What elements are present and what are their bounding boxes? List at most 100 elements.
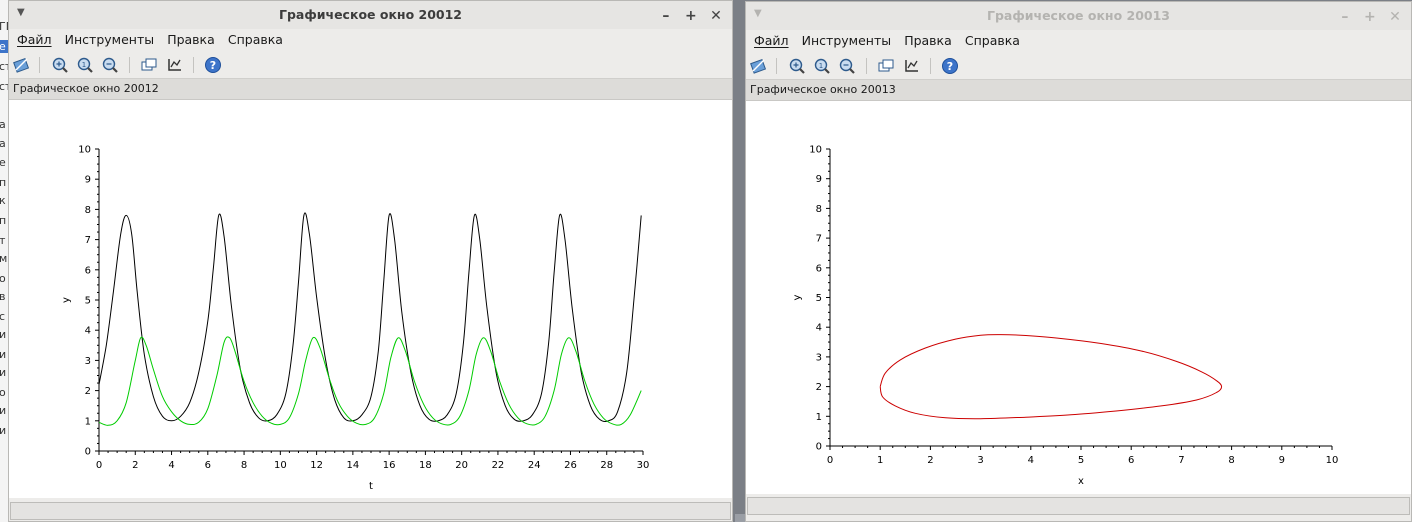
help-icon[interactable]: ?	[941, 57, 959, 75]
menu-tools[interactable]: Инструменты	[801, 33, 892, 48]
menu-file[interactable]: Файл	[17, 32, 52, 47]
figure-label: Графическое окно 20013	[750, 83, 896, 96]
x-tick-label: 2	[927, 455, 933, 466]
y-tick-label: 6	[85, 265, 91, 276]
title-bar[interactable]: ▼ Графическое окно 20013 – + ✕	[746, 2, 1411, 30]
x-tick-label: 0	[96, 460, 102, 471]
x-tick-label: 10	[274, 460, 287, 471]
y-tick-label: 7	[816, 234, 822, 245]
zoom-out-icon[interactable]	[101, 56, 119, 74]
graphic-window-20012: ▼ Графическое окно 20012 – + ✕ Файл Инст…	[8, 0, 733, 522]
y-tick-label: 3	[85, 356, 91, 367]
x-tick-label: 18	[419, 460, 432, 471]
datatip-icon[interactable]	[877, 57, 895, 75]
x-tick-label: 24	[528, 460, 541, 471]
y-tick-label: 5	[85, 296, 91, 307]
y-tick-label: 0	[816, 442, 822, 453]
series-line-1[interactable]	[98, 336, 642, 426]
help-icon[interactable]: ?	[204, 56, 222, 74]
series-line-0[interactable]	[98, 212, 642, 423]
x-tick-label: 14	[346, 460, 359, 471]
zoom-out-icon[interactable]	[838, 57, 856, 75]
x-tick-label: 6	[1128, 455, 1134, 466]
datatip-icon[interactable]	[140, 56, 158, 74]
axes-lines	[98, 149, 643, 452]
y-axis-label: y	[61, 297, 72, 303]
figure-label: Графическое окно 20012	[13, 82, 159, 95]
menu-edit[interactable]: Правка	[904, 33, 952, 48]
minimize-icon[interactable]: –	[1341, 9, 1349, 25]
menu-help[interactable]: Справка	[964, 33, 1020, 48]
minimize-icon[interactable]: –	[662, 8, 670, 24]
close-icon[interactable]: ✕	[1389, 9, 1401, 25]
x-tick-label: 16	[383, 460, 396, 471]
x-axis-label: t	[369, 481, 373, 492]
background-window-right	[1412, 0, 1422, 522]
x-tick-label: 26	[564, 460, 577, 471]
x-tick-label: 4	[168, 460, 174, 471]
y-tick-label: 8	[85, 205, 91, 216]
maximize-icon[interactable]: +	[1364, 9, 1376, 25]
y-tick-label: 7	[85, 235, 91, 246]
window-menu-arrow-icon[interactable]: ▼	[17, 7, 25, 18]
y-tick-label: 1	[816, 412, 822, 423]
x-tick-label: 12	[310, 460, 323, 471]
menu-file[interactable]: Файл	[754, 33, 789, 48]
status-bar	[747, 497, 1410, 515]
toolbar: 1 ?	[746, 53, 1411, 80]
x-tick-label: 3	[977, 455, 983, 466]
x-tick-label: 30	[637, 460, 650, 471]
plot-canvas[interactable]: 0 2 4 6 8 10 12 14 16 18 20 22 24 26 28 30 0 1 2 3 4 5 6 7 8 9 10 t…	[9, 100, 732, 498]
svg-text:?: ?	[947, 60, 953, 73]
x-tick-label: 9	[1279, 455, 1285, 466]
zoom-in-icon[interactable]	[51, 56, 69, 74]
figure-label-bar: Графическое окно 20012	[9, 79, 732, 100]
time-series-chart[interactable]: 0 2 4 6 8 10 12 14 16 18 20 22 24 26 28 30012345678910t…	[9, 100, 732, 498]
y-tick-label: 4	[816, 323, 822, 334]
status-bar	[10, 502, 731, 520]
figure-label-bar: Графическое окно 20013	[746, 80, 1411, 101]
window-title: Графическое окно 20013	[986, 8, 1170, 23]
y-tick-label: 5	[816, 293, 822, 304]
menu-edit[interactable]: Правка	[167, 32, 215, 47]
phase-portrait-chart[interactable]: 0 1 2 3 4 5 6 7 8 9 10 0 1 2 3 4 5 6 7 8 9 10 x y	[746, 101, 1411, 494]
maximize-icon[interactable]: +	[685, 8, 697, 24]
menu-help[interactable]: Справка	[227, 32, 283, 47]
x-tick-label: 5	[1078, 455, 1084, 466]
y-tick-label: 1	[85, 416, 91, 427]
window-menu-arrow-icon[interactable]: ▼	[754, 8, 762, 19]
menu-tools[interactable]: Инструменты	[64, 32, 155, 47]
zoom-original-icon[interactable]: 1	[76, 56, 94, 74]
menu-bar: Файл Инструменты Правка Справка	[746, 30, 1411, 52]
svg-text:1: 1	[82, 61, 86, 69]
plot-canvas[interactable]: 0 1 2 3 4 5 6 7 8 9 10 0 1 2 3 4 5 6 7 8 9 10 x y	[746, 101, 1411, 494]
x-tick-label: 22	[492, 460, 505, 471]
svg-text:1: 1	[819, 62, 823, 70]
y-tick-label: 0	[85, 447, 91, 458]
y-tick-label: 3	[816, 352, 822, 363]
series-line-0[interactable]	[879, 334, 1223, 420]
y-tick-label: 10	[78, 145, 91, 156]
x-tick-label: 6	[205, 460, 211, 471]
x-axis-label: x	[1078, 476, 1084, 487]
zoom-in-icon[interactable]	[788, 57, 806, 75]
x-tick-label: 8	[1228, 455, 1234, 466]
y-tick-label: 6	[816, 263, 822, 274]
title-bar[interactable]: ▼ Графическое окно 20012 – + ✕	[9, 1, 732, 29]
y-tick-label: 2	[85, 386, 91, 397]
x-tick-label: 10	[1326, 455, 1339, 466]
y-tick-label: 8	[816, 204, 822, 215]
rotate-icon[interactable]	[750, 57, 768, 75]
toolbar: 1 ?	[9, 52, 732, 79]
zoom-original-icon[interactable]: 1	[813, 57, 831, 75]
edit-axes-icon[interactable]	[166, 56, 184, 74]
svg-text:?: ?	[210, 59, 216, 72]
axes-lines	[829, 149, 1332, 447]
background-desktop	[735, 514, 745, 522]
edit-axes-icon[interactable]	[903, 57, 921, 75]
x-tick-label: 2	[132, 460, 138, 471]
rotate-icon[interactable]	[13, 56, 31, 74]
y-tick-label: 9	[816, 174, 822, 185]
x-tick-label: 4	[1028, 455, 1034, 466]
close-icon[interactable]: ✕	[710, 8, 722, 24]
